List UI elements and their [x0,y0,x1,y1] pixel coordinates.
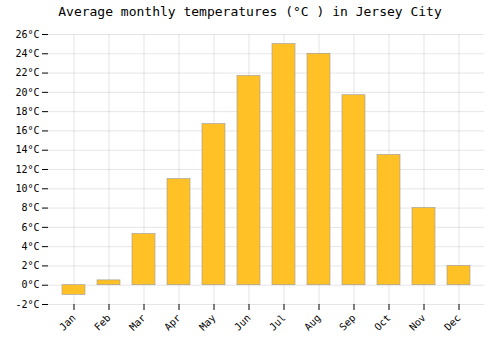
svg-text:Jun: Jun [232,312,253,333]
svg-text:Oct: Oct [372,312,393,333]
svg-text:16°C: 16°C [15,125,39,136]
svg-text:20°C: 20°C [15,87,39,98]
svg-text:Jan: Jan [57,312,78,333]
svg-text:Aug: Aug [302,312,323,333]
svg-text:26°C: 26°C [15,29,39,40]
svg-text:14°C: 14°C [15,144,39,155]
svg-text:May: May [197,312,218,333]
svg-text:22°C: 22°C [15,67,39,78]
svg-text:Nov: Nov [407,312,428,333]
svg-text:12°C: 12°C [15,164,39,175]
svg-text:2°C: 2°C [21,260,39,271]
svg-text:0°C: 0°C [21,279,39,290]
svg-text:Dec: Dec [442,312,463,333]
svg-text:18°C: 18°C [15,106,39,117]
svg-text:Mar: Mar [127,312,148,333]
svg-text:6°C: 6°C [21,222,39,233]
svg-text:4°C: 4°C [21,241,39,252]
svg-text:10°C: 10°C [15,183,39,194]
svg-text:Sep: Sep [337,312,358,333]
svg-text:Feb: Feb [92,312,113,333]
html-text:Average monthly temperatures (: Average monthly temperatures (°C ) in Je… [58,4,442,19]
svg-text:Apr: Apr [162,312,183,333]
svg-text:-2°C: -2°C [15,299,39,310]
svg-text:Jul: Jul [267,312,288,333]
svg-text:8°C: 8°C [21,202,39,213]
svg-text:24°C: 24°C [15,48,39,59]
